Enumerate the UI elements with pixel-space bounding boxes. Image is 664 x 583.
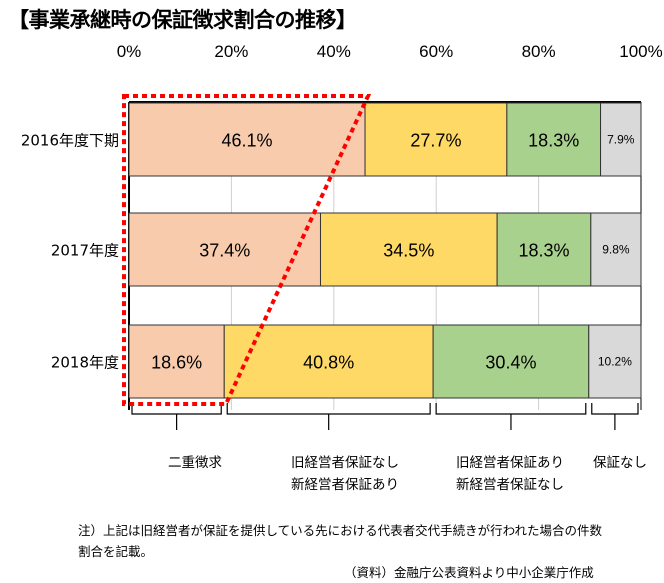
data-label: 18.6% (151, 353, 202, 373)
legend-label: 保証なし (593, 455, 647, 471)
legend-bracket (131, 403, 222, 430)
footnote-line2: 割合を記載。 (78, 544, 154, 559)
category-label: 2017年度 (51, 242, 119, 260)
bar-segment (223, 324, 434, 399)
bar-segment (128, 102, 366, 177)
legend-label: 二重徴求 (168, 455, 222, 471)
data-label: 30.4% (485, 353, 536, 373)
x-tick-label: 80% (522, 42, 556, 61)
data-label: 40.8% (303, 353, 354, 373)
bar-segment (590, 212, 642, 287)
legend-label: 旧経営者保証なし (291, 455, 399, 471)
category-label: 2018年度 (51, 354, 119, 372)
chart-title: 【事業承継時の保証徴求割合の推移】 (8, 8, 357, 32)
bar-segment (128, 324, 225, 399)
bar-segment (588, 324, 642, 399)
data-label: 18.3% (528, 131, 579, 151)
data-label: 10.2% (598, 355, 632, 369)
bar-segment (506, 102, 602, 177)
data-label: 9.8% (602, 243, 630, 257)
legend-label: 旧経営者保証あり (456, 455, 564, 471)
legend-label: 新経営者保証なし (456, 477, 564, 493)
legend-bracket (226, 403, 431, 430)
x-tick-label: 100% (619, 42, 662, 61)
x-tick-label: 20% (214, 42, 248, 61)
data-label: 37.4% (199, 241, 250, 261)
data-label: 7.9% (607, 133, 635, 147)
legend-bracket (435, 403, 587, 430)
bar-segment (432, 324, 590, 399)
data-label: 46.1% (221, 131, 272, 151)
bar-segment (128, 212, 321, 287)
x-tick-label: 40% (317, 42, 351, 61)
x-tick-label: 60% (419, 42, 453, 61)
highlight-outline (122, 94, 372, 406)
footnote-line1: 注）上記は旧経営者が保証を提供している先における代表者交代手続きが行われた場合の… (78, 523, 603, 538)
bar-segment (319, 212, 498, 287)
bar-segment (600, 102, 642, 177)
category-label: 2016年度下期 (21, 132, 119, 150)
legend-bracket (591, 403, 639, 430)
data-label: 27.7% (410, 131, 461, 151)
bar-segment (496, 212, 592, 287)
source-note: （資料）金融庁公表資料より中小企業庁作成 (344, 565, 594, 580)
x-tick-label: 0% (117, 42, 142, 61)
legend-label: 新経営者保証あり (291, 477, 399, 493)
bar-segment (364, 102, 508, 177)
data-label: 34.5% (383, 241, 434, 261)
data-label: 18.3% (518, 241, 569, 261)
